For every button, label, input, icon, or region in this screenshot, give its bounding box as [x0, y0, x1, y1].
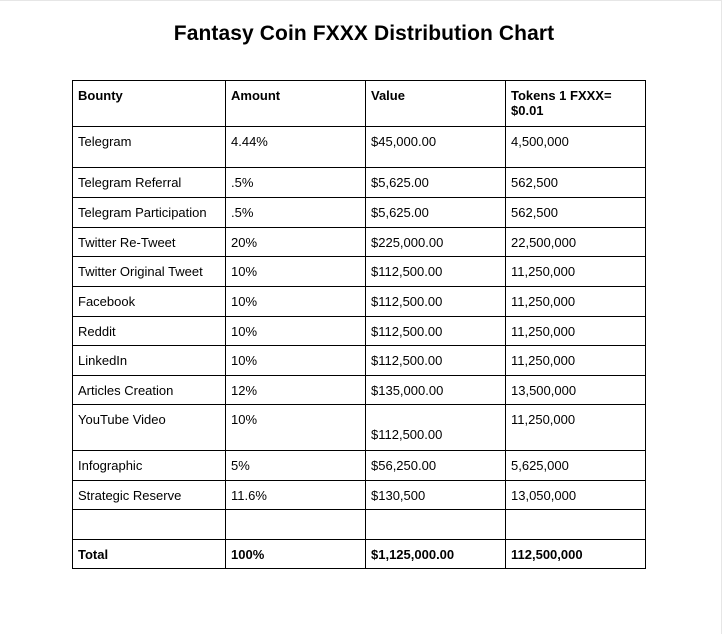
cell-value: $5,625.00 [365, 167, 506, 198]
table-row: Twitter Original Tweet 10% $112,500.00 1… [72, 256, 646, 287]
table-total-row: Total 100% $1,125,000.00 112,500,000 [72, 539, 646, 569]
cell-amount: 10% [225, 345, 366, 376]
cell-amount: .5% [225, 197, 366, 228]
cell-tokens: 13,050,000 [505, 480, 646, 510]
cell-value: $130,500 [365, 480, 506, 510]
cell-bounty: Reddit [72, 316, 226, 346]
cell-bounty: YouTube Video [72, 404, 226, 451]
cell-tokens: 22,500,000 [505, 227, 646, 257]
total-value: $1,125,000.00 [365, 539, 506, 569]
cell-amount: .5% [225, 167, 366, 198]
cell-bounty: Facebook [72, 286, 226, 317]
cell-bounty: Twitter Original Tweet [72, 256, 226, 287]
cell-value: $112,500.00 [365, 316, 506, 346]
cell-amount: 10% [225, 286, 366, 317]
table-row: LinkedIn 10% $112,500.00 11,250,000 [72, 345, 646, 376]
cell-value: $112,500.00 [365, 345, 506, 376]
table-header-row: Bounty Amount Value Tokens 1 FXXX= $0.01 [72, 80, 646, 127]
cell-value: $112,500.00 [365, 256, 506, 287]
cell-amount: 10% [225, 256, 366, 287]
cell-tokens: 562,500 [505, 197, 646, 228]
cell-value: $112,500.00 [365, 286, 506, 317]
cell-tokens: 11,250,000 [505, 404, 646, 451]
cell-amount: 4.44% [225, 126, 366, 168]
total-label: Total [72, 539, 226, 569]
cell-tokens: 562,500 [505, 167, 646, 198]
table-row: Telegram 4.44% $45,000.00 4,500,000 [72, 126, 646, 168]
cell-value: $112,500.00 [365, 404, 506, 451]
cell-bounty: Twitter Re-Tweet [72, 227, 226, 257]
total-tokens: 112,500,000 [505, 539, 646, 569]
cell-bounty [72, 509, 226, 540]
column-header-amount: Amount [225, 80, 366, 127]
cell-amount [225, 509, 366, 540]
cell-value: $135,000.00 [365, 375, 506, 405]
cell-tokens: 4,500,000 [505, 126, 646, 168]
cell-tokens: 11,250,000 [505, 345, 646, 376]
cell-tokens: 11,250,000 [505, 256, 646, 287]
column-header-value: Value [365, 80, 506, 127]
cell-amount: 10% [225, 404, 366, 451]
table-row: YouTube Video 10% $112,500.00 11,250,000 [72, 404, 646, 451]
table-row: Twitter Re-Tweet 20% $225,000.00 22,500,… [72, 227, 646, 257]
table-row: Telegram Referral .5% $5,625.00 562,500 [72, 167, 646, 198]
table-row: Infographic 5% $56,250.00 5,625,000 [72, 450, 646, 481]
cell-bounty: Infographic [72, 450, 226, 481]
cell-tokens: 11,250,000 [505, 316, 646, 346]
cell-value: $56,250.00 [365, 450, 506, 481]
cell-tokens [505, 509, 646, 540]
cell-value: $45,000.00 [365, 126, 506, 168]
table-row: Telegram Participation .5% $5,625.00 562… [72, 197, 646, 228]
cell-amount: 12% [225, 375, 366, 405]
cell-value: $5,625.00 [365, 197, 506, 228]
column-header-bounty: Bounty [72, 80, 226, 127]
distribution-table: Bounty Amount Value Tokens 1 FXXX= $0.01… [72, 80, 646, 569]
cell-bounty: Articles Creation [72, 375, 226, 405]
table-row: Articles Creation 12% $135,000.00 13,500… [72, 375, 646, 405]
table-row: Facebook 10% $112,500.00 11,250,000 [72, 286, 646, 317]
cell-bounty: Telegram Participation [72, 197, 226, 228]
cell-amount: 10% [225, 316, 366, 346]
cell-tokens: 11,250,000 [505, 286, 646, 317]
column-header-tokens: Tokens 1 FXXX= $0.01 [505, 80, 646, 127]
cell-bounty: Strategic Reserve [72, 480, 226, 510]
cell-amount: 11.6% [225, 480, 366, 510]
cell-bounty: Telegram Referral [72, 167, 226, 198]
cell-tokens: 13,500,000 [505, 375, 646, 405]
cell-amount: 20% [225, 227, 366, 257]
table-row-empty [72, 509, 646, 540]
table-row: Strategic Reserve 11.6% $130,500 13,050,… [72, 480, 646, 510]
page-title: Fantasy Coin FXXX Distribution Chart [173, 22, 555, 45]
cell-amount: 5% [225, 450, 366, 481]
cell-bounty: Telegram [72, 126, 226, 168]
cell-value: $225,000.00 [365, 227, 506, 257]
total-amount: 100% [225, 539, 366, 569]
table-row: Reddit 10% $112,500.00 11,250,000 [72, 316, 646, 346]
cell-value [365, 509, 506, 540]
cell-tokens: 5,625,000 [505, 450, 646, 481]
cell-bounty: LinkedIn [72, 345, 226, 376]
